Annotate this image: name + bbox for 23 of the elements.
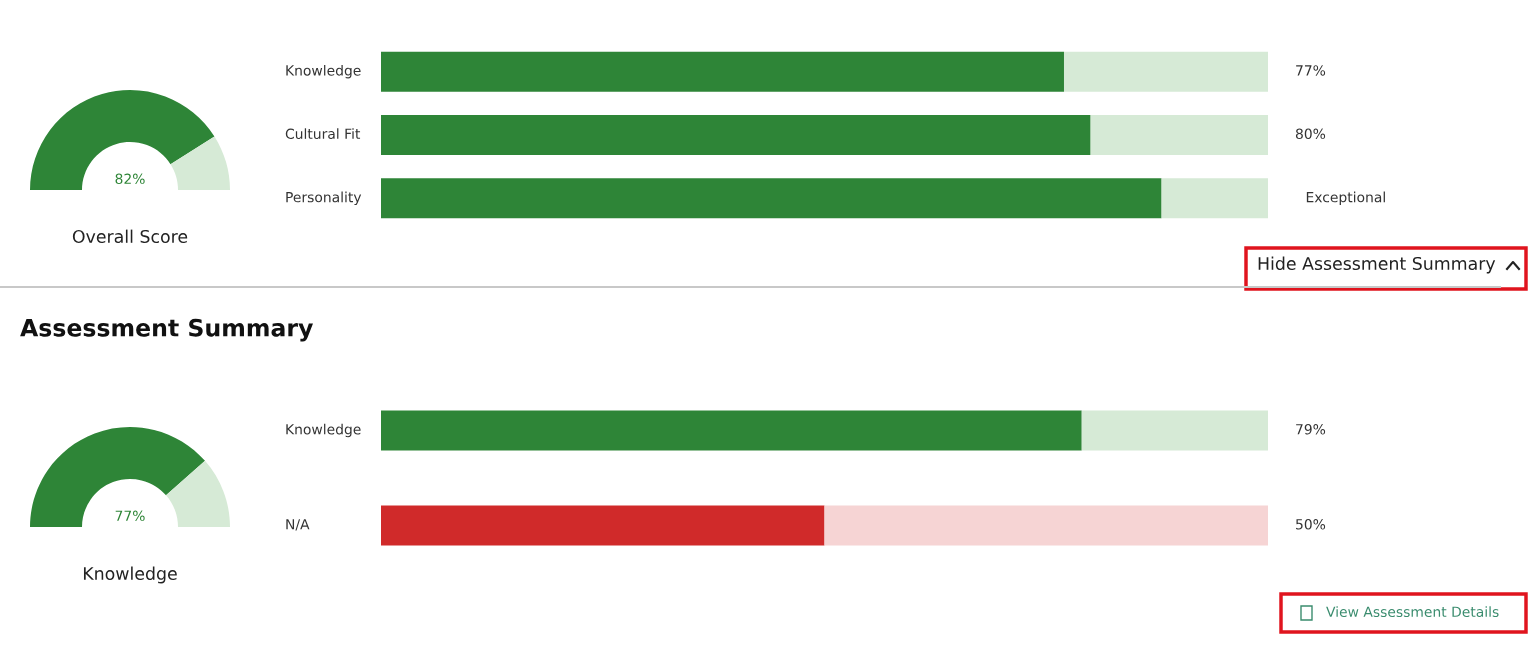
category-label: Cultural Fit <box>285 128 361 140</box>
category-label: Knowledge <box>286 64 361 79</box>
text: Knowledge <box>83 566 177 584</box>
annotation: Exceptional <box>1306 191 1385 206</box>
bar <box>1063 51 1268 92</box>
text: View Assessment Details <box>1326 606 1499 618</box>
data-label: 50% <box>1296 519 1326 530</box>
data-label: 79% <box>1296 424 1326 435</box>
data-label: 77% <box>1296 65 1326 76</box>
data-label: 77% <box>115 510 145 522</box>
bar <box>1090 115 1268 155</box>
bar <box>1161 178 1268 219</box>
chart-title: Assessment Summary <box>20 318 313 342</box>
text: Hide Assessment Summary <box>1258 256 1496 274</box>
bar <box>381 178 1162 219</box>
bar <box>381 115 1091 155</box>
category-label: N/A <box>286 519 310 531</box>
data-label: 82% <box>115 173 145 185</box>
data-label: 80% <box>1295 128 1326 140</box>
category-label: Personality <box>286 191 362 206</box>
category-label: Knowledge <box>286 423 361 438</box>
bar <box>381 51 1064 92</box>
text: Overall Score <box>72 229 188 244</box>
